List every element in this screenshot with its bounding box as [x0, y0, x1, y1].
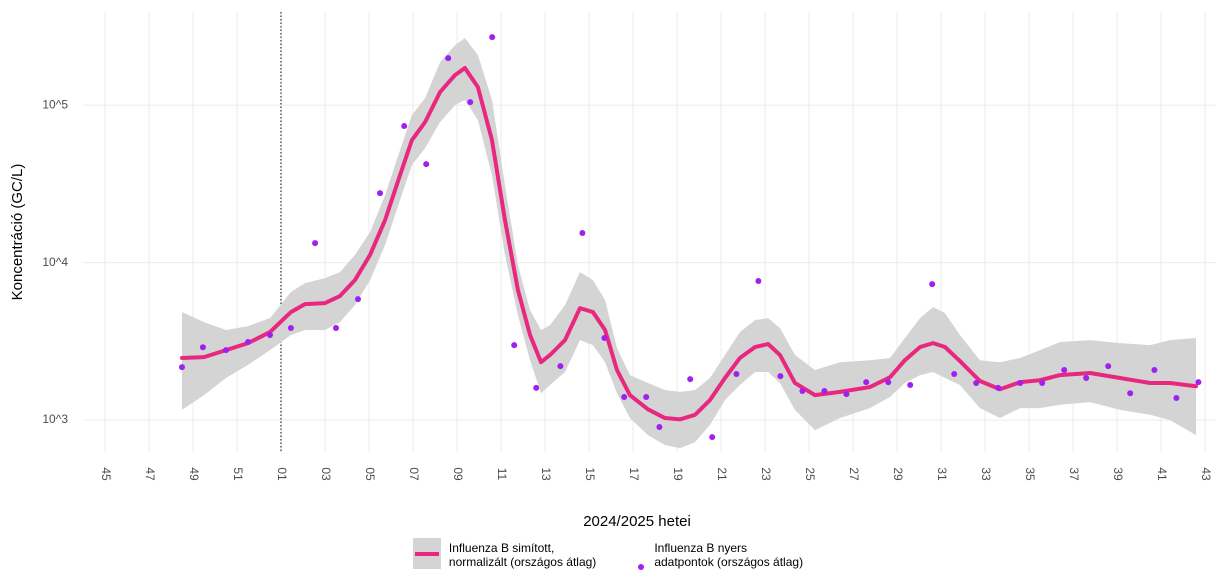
data-point: [267, 331, 273, 338]
x-tick-label: 17: [627, 467, 641, 481]
data-point: [1017, 379, 1024, 386]
data-point: [885, 379, 892, 386]
x-tick-label: 21: [715, 467, 729, 481]
y-axis-title: Koncentráció (GC/L): [9, 164, 26, 301]
data-point: [179, 364, 185, 371]
x-tick-label: 25: [803, 467, 817, 481]
data-point: [643, 394, 650, 401]
data-point: [1083, 374, 1090, 381]
y-tick-label: 10^5: [42, 97, 68, 111]
data-point: [601, 334, 608, 341]
y-tick-label: 10^3: [42, 412, 68, 426]
x-tick-label: 19: [671, 467, 685, 481]
data-point: [287, 325, 294, 332]
data-point: [557, 363, 564, 370]
x-tick-label: 31: [935, 467, 949, 481]
x-tick-label: 49: [187, 467, 201, 481]
x-tick-label: 41: [1155, 467, 1169, 481]
data-point: [1151, 366, 1158, 373]
data-point: [1105, 363, 1112, 370]
x-tick-label: 47: [143, 467, 157, 481]
data-point: [199, 344, 206, 351]
data-point: [1061, 366, 1068, 373]
data-point: [951, 371, 958, 378]
data-point: [533, 384, 540, 391]
data-point: [733, 371, 740, 378]
data-point: [621, 394, 628, 401]
data-point: [401, 123, 408, 130]
x-tick-label: 35: [1023, 467, 1037, 481]
x-tick-label: 27: [847, 467, 861, 481]
data-point: [907, 381, 914, 388]
data-point: [333, 325, 339, 332]
data-point: [843, 391, 850, 398]
chart: 2024/2025 hetei Koncentráció (GC/L) 10^3…: [9, 12, 1216, 530]
data-point: [423, 161, 430, 168]
x-tick-label: 05: [363, 467, 377, 481]
x-tick-label: 01: [275, 467, 289, 481]
data-point: [799, 387, 806, 394]
x-tick-label: 43: [1199, 467, 1213, 481]
data-point: [777, 373, 784, 380]
data-point: [973, 379, 980, 386]
x-tick-label: 39: [1111, 467, 1125, 481]
data-point: [467, 99, 474, 106]
legend-dot: [638, 564, 645, 570]
data-point: [755, 277, 762, 284]
x-tick-label: 37: [1067, 467, 1081, 481]
legend-line: [414, 552, 439, 556]
confidence-band: [182, 38, 1196, 449]
legend: Influenza B simított, normalizált (orszá…: [0, 538, 1216, 570]
x-tick-label: 09: [451, 467, 465, 481]
x-tick-label: 45: [99, 467, 113, 481]
x-tick-label: 07: [407, 467, 421, 481]
x-tick-label: 15: [583, 467, 597, 481]
smoothed-line: [180, 65, 1198, 422]
legend-item: Influenza B nyers adatpontok (országos á…: [636, 538, 804, 570]
data-point: [687, 376, 694, 383]
data-point: [656, 424, 663, 431]
x-tick-label: 29: [891, 467, 905, 481]
data-point: [489, 34, 496, 41]
data-point: [377, 190, 383, 197]
data-point: [995, 384, 1002, 391]
legend-item: Influenza B simított, normalizált (orszá…: [412, 538, 597, 569]
data-point: [709, 434, 716, 441]
data-point: [355, 296, 361, 303]
x-tick-label: 33: [979, 467, 993, 481]
data-point: [223, 347, 229, 354]
data-point: [1127, 390, 1134, 397]
legend-label: Influenza B simított, normalizált (orszá…: [448, 541, 597, 569]
y-tick-label: 10^4: [42, 255, 68, 269]
data-point: [929, 281, 936, 288]
data-point: [1195, 379, 1202, 386]
data-point: [821, 387, 828, 394]
data-point: [445, 55, 452, 62]
x-tick-label: 13: [539, 467, 553, 481]
legend-label: Influenza B nyers adatpontok (országos á…: [654, 541, 804, 569]
data-point: [1039, 379, 1046, 386]
data-point: [511, 342, 518, 349]
data-point: [312, 240, 319, 247]
legend-key: [636, 538, 646, 570]
x-tick-label: 03: [319, 467, 333, 481]
x-tick-label: 51: [231, 467, 245, 481]
data-point: [579, 230, 586, 237]
x-axis-title: 2024/2025 hetei: [583, 513, 691, 530]
x-tick-label: 11: [495, 468, 509, 481]
data-point: [245, 339, 251, 346]
data-point: [1173, 395, 1180, 402]
data-point: [863, 379, 870, 386]
x-tick-label: 23: [759, 467, 773, 481]
legend-key: [412, 538, 441, 569]
